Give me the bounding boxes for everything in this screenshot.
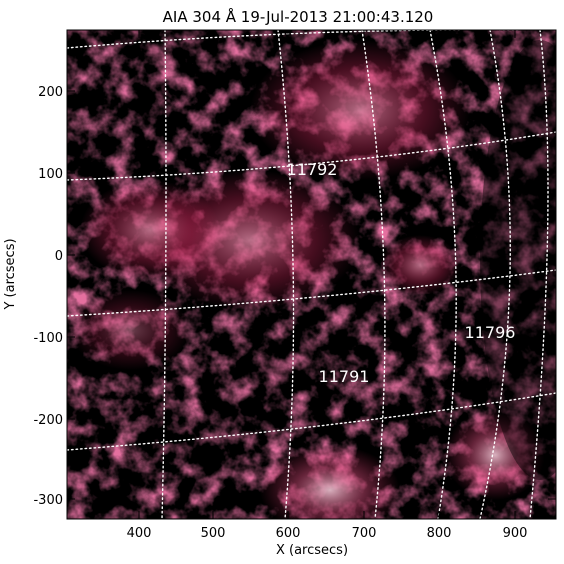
x-tick-label: 800: [427, 526, 452, 541]
y-tick-label: 100: [38, 167, 63, 182]
heliographic-grid: [67, 30, 556, 519]
longitude-line: [429, 30, 457, 519]
region-label: 11796: [465, 323, 516, 342]
x-tick-label: 900: [503, 526, 528, 541]
y-tick-label: -100: [33, 331, 63, 346]
latitude-line: [67, 269, 556, 317]
longitude-line: [479, 30, 511, 519]
y-tick-label: -200: [33, 413, 63, 428]
x-tick-label: 700: [352, 526, 377, 541]
x-tick-label: 500: [201, 526, 226, 541]
y-tick-label: 200: [38, 85, 63, 100]
image-title: AIA 304 Å 19-Jul-2013 21:00:43.120: [163, 7, 434, 26]
x-axis: [138, 30, 516, 519]
x-tick-label: 400: [127, 526, 152, 541]
plot-frame: [66, 29, 557, 520]
latitude-line: [67, 131, 556, 181]
latitude-line: [67, 30, 521, 49]
region-label: 11791: [319, 367, 370, 386]
y-axis-label: Y (arcsecs): [3, 238, 18, 310]
longitude-line: [361, 30, 386, 519]
longitude-line: [277, 30, 295, 519]
y-tick-label: 0: [55, 249, 63, 264]
x-tick-label: 600: [276, 526, 301, 541]
longitude-line: [529, 30, 549, 519]
x-axis-label: X (arcsecs): [276, 543, 348, 558]
y-axis: [67, 90, 556, 500]
y-tick-label: -300: [33, 493, 63, 508]
solar-image: [67, 30, 556, 519]
region-label: 11792: [287, 160, 338, 179]
latitude-line: [67, 392, 556, 451]
